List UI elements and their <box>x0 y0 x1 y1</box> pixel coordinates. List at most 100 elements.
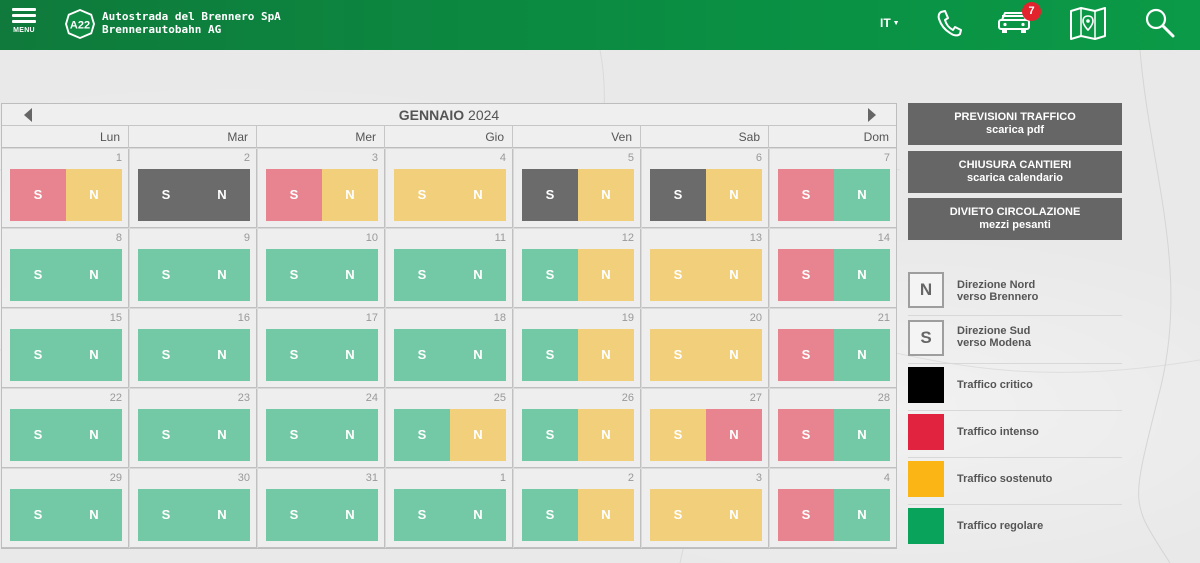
north-direction-status[interactable]: N <box>322 169 378 221</box>
calendar-year: 2024 <box>468 107 500 123</box>
north-direction-status[interactable]: N <box>450 409 506 461</box>
south-direction-status[interactable]: S <box>138 409 194 461</box>
calendar-day-cell: 14 S N <box>770 229 897 308</box>
south-direction-status[interactable]: S <box>10 409 66 461</box>
south-direction-status[interactable]: S <box>650 249 706 301</box>
south-direction-status[interactable]: S <box>394 249 450 301</box>
day-number: 11 <box>494 232 506 244</box>
north-direction-status[interactable]: N <box>578 249 634 301</box>
south-direction-status[interactable]: S <box>778 169 834 221</box>
heavy-vehicle-ban-button[interactable]: DIVIETO CIRCOLAZIONE mezzi pesanti <box>908 198 1122 240</box>
north-direction-status[interactable]: N <box>706 249 762 301</box>
south-direction-status[interactable]: S <box>522 409 578 461</box>
phone-icon[interactable] <box>934 6 964 40</box>
search-icon[interactable] <box>1142 6 1176 40</box>
calendar-day-cell: 23 S N <box>130 389 257 468</box>
north-direction-status[interactable]: N <box>66 249 122 301</box>
south-direction-status[interactable]: S <box>138 329 194 381</box>
weekday-ven: Ven <box>514 126 641 148</box>
south-direction-status[interactable]: S <box>10 169 66 221</box>
south-direction-status[interactable]: S <box>522 329 578 381</box>
day-number: 19 <box>621 312 634 324</box>
map-book-icon[interactable] <box>1068 6 1108 42</box>
language-selector[interactable]: IT ▼ <box>880 16 900 30</box>
north-direction-status[interactable]: N <box>66 169 122 221</box>
day-number: 30 <box>237 472 250 484</box>
legend-critical-label: Traffico critico <box>957 379 1033 391</box>
north-direction-status[interactable]: N <box>706 489 762 541</box>
north-direction-status[interactable]: N <box>194 489 250 541</box>
north-direction-status[interactable]: N <box>450 169 506 221</box>
south-direction-status[interactable]: S <box>266 489 322 541</box>
north-direction-status[interactable]: N <box>834 169 890 221</box>
north-direction-status[interactable]: N <box>834 489 890 541</box>
north-direction-status[interactable]: N <box>322 329 378 381</box>
south-direction-status[interactable]: S <box>650 409 706 461</box>
north-direction-status[interactable]: N <box>194 409 250 461</box>
north-direction-status[interactable]: N <box>706 329 762 381</box>
north-direction-status[interactable]: N <box>194 329 250 381</box>
north-direction-status[interactable]: N <box>706 409 762 461</box>
north-direction-status[interactable]: N <box>322 249 378 301</box>
legend-north-line-1: Direzione Nord <box>957 279 1036 291</box>
traffic-forecast-button[interactable]: PREVISIONI TRAFFICO scarica pdf <box>908 103 1122 145</box>
south-direction-status[interactable]: S <box>138 169 194 221</box>
north-direction-status[interactable]: N <box>578 409 634 461</box>
south-direction-status[interactable]: S <box>394 329 450 381</box>
north-direction-status[interactable]: N <box>322 489 378 541</box>
north-direction-status[interactable]: N <box>578 329 634 381</box>
south-direction-status[interactable]: S <box>650 169 706 221</box>
south-direction-status[interactable]: S <box>138 489 194 541</box>
north-direction-status[interactable]: N <box>834 329 890 381</box>
south-direction-status[interactable]: S <box>778 249 834 301</box>
north-direction-status[interactable]: N <box>66 489 122 541</box>
south-direction-status[interactable]: S <box>778 409 834 461</box>
south-direction-status[interactable]: S <box>778 489 834 541</box>
south-direction-status[interactable]: S <box>394 489 450 541</box>
south-direction-status[interactable]: S <box>650 329 706 381</box>
south-direction-status[interactable]: S <box>522 249 578 301</box>
north-direction-status[interactable]: N <box>834 409 890 461</box>
north-direction-status[interactable]: N <box>450 329 506 381</box>
north-direction-status[interactable]: N <box>450 489 506 541</box>
menu-button[interactable]: MENU <box>10 6 38 42</box>
south-direction-status[interactable]: S <box>266 249 322 301</box>
north-direction-status[interactable]: N <box>194 249 250 301</box>
south-direction-status[interactable]: S <box>266 409 322 461</box>
south-direction-status[interactable]: S <box>522 489 578 541</box>
day-number: 4 <box>883 472 890 484</box>
a22-logo[interactable]: A22 <box>64 8 96 40</box>
north-direction-status[interactable]: N <box>450 249 506 301</box>
south-direction-status[interactable]: S <box>522 169 578 221</box>
south-direction-status[interactable]: S <box>266 329 322 381</box>
north-direction-status[interactable]: N <box>578 489 634 541</box>
south-direction-status[interactable]: S <box>138 249 194 301</box>
calendar-day-cell: 28 S N <box>770 389 897 468</box>
weekday-dom: Dom <box>863 130 889 144</box>
roadworks-closure-button[interactable]: CHIUSURA CANTIERI scarica calendario <box>908 151 1122 193</box>
day-number: 16 <box>237 312 250 324</box>
north-direction-status[interactable]: N <box>66 409 122 461</box>
calendar-title: GENNAIO 2024 <box>2 107 896 123</box>
south-direction-status[interactable]: S <box>10 489 66 541</box>
south-direction-status[interactable]: S <box>394 169 450 221</box>
north-direction-status[interactable]: N <box>706 169 762 221</box>
notification-badge: 7 <box>1022 2 1041 21</box>
south-direction-status[interactable]: S <box>394 409 450 461</box>
south-direction-status[interactable]: S <box>10 249 66 301</box>
day-number: 14 <box>877 232 890 244</box>
north-direction-status[interactable]: N <box>834 249 890 301</box>
south-direction-status[interactable]: S <box>778 329 834 381</box>
north-direction-status[interactable]: N <box>194 169 250 221</box>
north-direction-status[interactable]: N <box>66 329 122 381</box>
south-direction-status[interactable]: S <box>650 489 706 541</box>
previous-month-icon[interactable] <box>24 108 32 122</box>
south-direction-status[interactable]: S <box>266 169 322 221</box>
next-month-icon[interactable] <box>868 108 876 122</box>
south-direction-status[interactable]: S <box>10 329 66 381</box>
north-direction-status[interactable]: N <box>322 409 378 461</box>
north-direction-status[interactable]: N <box>578 169 634 221</box>
